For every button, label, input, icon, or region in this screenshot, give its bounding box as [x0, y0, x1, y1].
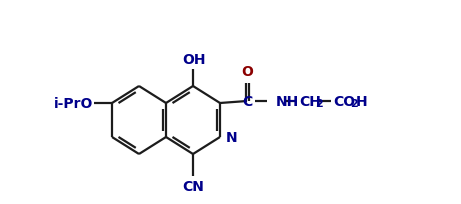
Text: CN: CN	[182, 179, 204, 193]
Text: N: N	[226, 130, 237, 144]
Text: O: O	[241, 65, 253, 79]
Text: OH: OH	[182, 53, 206, 67]
Text: NH: NH	[276, 94, 299, 109]
Text: C: C	[242, 94, 252, 109]
Text: CO: CO	[333, 94, 355, 109]
Text: H: H	[356, 94, 367, 109]
Text: i-PrO: i-PrO	[53, 96, 93, 110]
Text: 2: 2	[315, 99, 323, 109]
Text: 2: 2	[350, 99, 358, 109]
Text: CH: CH	[299, 94, 321, 109]
